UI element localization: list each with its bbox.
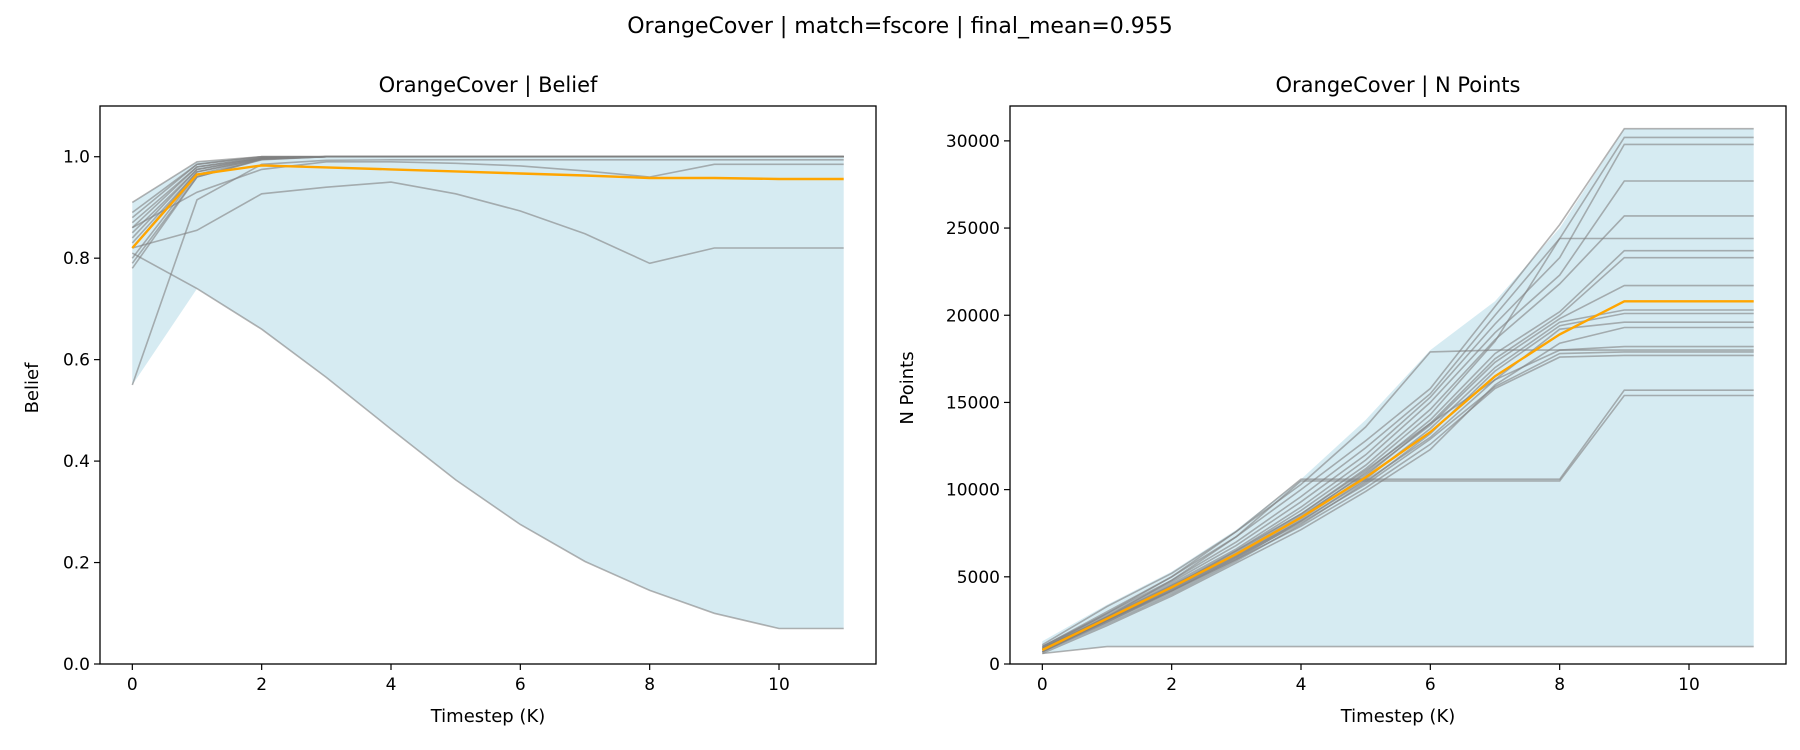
belief-range-band — [132, 156, 844, 629]
belief-x-tick-label-4: 8 — [644, 675, 655, 695]
belief-x-tick-label-2: 4 — [386, 675, 397, 695]
npoints-mean-line — [1041, 300, 1754, 652]
npoints-x-axis-label: Timestep (K) — [1340, 706, 1456, 727]
belief-y-tick-label-1: 0.2 — [63, 554, 90, 574]
npoints-y-tick-label-6: 30000 — [946, 132, 1000, 152]
npoints-range-band — [1042, 128, 1754, 654]
figure-suptitle: OrangeCover | match=fscore | final_mean=… — [627, 14, 1173, 39]
npoints-x-tick-label-1: 2 — [1166, 675, 1177, 695]
npoints-y-tick-label-4: 20000 — [946, 306, 1000, 326]
npoints-x-tick-label-3: 6 — [1425, 675, 1436, 695]
belief-y-tick-label-5: 1.0 — [63, 148, 90, 168]
belief-axes-frame — [99, 105, 877, 665]
npoints-panel: OrangeCover | N Points 0 2 4 6 8 10 0 5000 10000… — [897, 73, 1787, 727]
belief-plot-area: 0 2 4 6 8 10 0.0 0.2 0.4 0.6 0.8 1.0 — [63, 105, 877, 695]
npoints-plot-area: 0 2 4 6 8 10 0 5000 10000 15000 20000 25000 30000 — [946, 105, 1787, 695]
belief-x-tick-label-5: 10 — [768, 675, 790, 695]
belief-y-tick-label-4: 0.8 — [63, 249, 90, 269]
belief-run-line-13 — [131, 159, 844, 386]
belief-y-tick-label-2: 0.4 — [63, 452, 90, 472]
belief-x-tick-label-3: 6 — [515, 675, 526, 695]
belief-x-tick-label-1: 2 — [256, 675, 267, 695]
belief-y-axis-label: Belief — [22, 362, 43, 413]
npoints-y-tick-label-5: 25000 — [946, 219, 1000, 239]
belief-y-tick-label-0: 0.0 — [63, 655, 90, 675]
belief-x-axis-label: Timestep (K) — [430, 706, 546, 727]
belief-mean-line — [131, 164, 844, 249]
belief-run-line-14 — [132, 181, 844, 265]
npoints-run-line-13 — [1041, 326, 1754, 655]
npoints-x-tick-label-4: 8 — [1554, 675, 1565, 695]
npoints-x-tick-label-0: 0 — [1037, 675, 1048, 695]
belief-panel: OrangeCover | Belief 0 2 4 6 8 10 0.0 0.2 0.4 0.6… — [22, 73, 877, 727]
npoints-run-line-17 — [1041, 389, 1754, 648]
npoints-run-line-9 — [1041, 284, 1754, 650]
npoints-run-line-18 — [1041, 394, 1754, 650]
belief-run-line-12 — [131, 161, 844, 229]
belief-panel-title: OrangeCover | Belief — [379, 73, 598, 98]
npoints-axes-frame — [1009, 105, 1787, 665]
npoints-run-line-0 — [1041, 349, 1754, 646]
npoints-y-tick-label-2: 10000 — [946, 481, 1000, 501]
npoints-run-line-4 — [1041, 180, 1754, 651]
npoints-y-tick-label-0: 0 — [989, 655, 1000, 675]
npoints-run-line-12 — [1041, 321, 1754, 651]
npoints-run-line-19 — [1042, 645, 1754, 655]
npoints-x-tick-label-2: 4 — [1296, 675, 1307, 695]
npoints-run-line-16 — [1041, 354, 1754, 651]
npoints-y-tick-label-1: 5000 — [957, 568, 1000, 588]
npoints-y-axis-label: N Points — [897, 351, 918, 424]
npoints-panel-title: OrangeCover | N Points — [1276, 73, 1521, 98]
belief-y-tick-label-3: 0.6 — [63, 351, 90, 371]
npoints-x-tick-label-5: 10 — [1678, 675, 1700, 695]
npoints-y-tick-label-3: 15000 — [946, 393, 1000, 413]
belief-run-line-15 — [131, 252, 844, 630]
npoints-run-line-3 — [1041, 143, 1754, 648]
belief-x-tick-label-0: 0 — [127, 675, 138, 695]
belief-run-line-11 — [131, 155, 844, 269]
